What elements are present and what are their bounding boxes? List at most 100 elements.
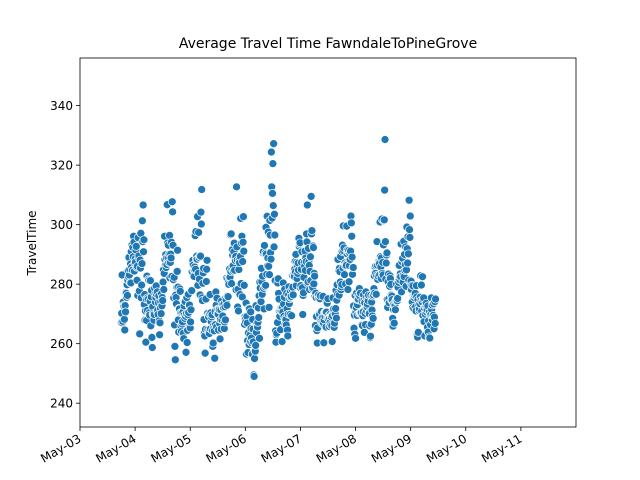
data-point bbox=[381, 237, 390, 246]
data-point bbox=[261, 281, 270, 290]
data-point bbox=[351, 333, 360, 343]
data-point bbox=[264, 303, 274, 312]
data-point bbox=[201, 277, 211, 286]
data-point bbox=[382, 248, 392, 258]
data-point bbox=[146, 276, 155, 285]
y-axis-title: TravelTime bbox=[25, 210, 39, 276]
data-point bbox=[264, 261, 274, 271]
data-point bbox=[380, 135, 390, 144]
data-point bbox=[431, 294, 440, 304]
data-point bbox=[348, 263, 358, 272]
data-point bbox=[393, 294, 402, 303]
data-point bbox=[265, 270, 274, 279]
data-point bbox=[239, 212, 248, 221]
data-point bbox=[200, 348, 210, 358]
data-point bbox=[405, 233, 415, 242]
data-point bbox=[147, 333, 157, 342]
data-point bbox=[210, 353, 220, 363]
data-point bbox=[226, 229, 236, 239]
data-point bbox=[379, 215, 389, 225]
data-point bbox=[249, 372, 259, 381]
data-point bbox=[137, 280, 146, 290]
data-point bbox=[182, 338, 192, 347]
data-point bbox=[298, 310, 308, 319]
data-point bbox=[194, 228, 203, 237]
data-point bbox=[250, 354, 259, 363]
data-point bbox=[172, 267, 182, 276]
data-point bbox=[173, 245, 182, 255]
data-point bbox=[366, 331, 375, 341]
data-point bbox=[186, 305, 196, 315]
data-point bbox=[368, 314, 378, 323]
data-point bbox=[283, 331, 293, 341]
data-point bbox=[120, 314, 129, 324]
data-point bbox=[237, 292, 247, 302]
data-point bbox=[181, 347, 191, 357]
data-point bbox=[306, 252, 315, 262]
data-point bbox=[215, 334, 225, 344]
data-point bbox=[202, 256, 212, 265]
data-point bbox=[306, 192, 316, 201]
data-point bbox=[166, 253, 176, 263]
data-point bbox=[340, 270, 349, 279]
data-point bbox=[260, 241, 269, 250]
chart-title: Average Travel Time FawndaleToPineGrove bbox=[179, 36, 477, 52]
data-point bbox=[413, 328, 423, 337]
data-point bbox=[269, 242, 279, 252]
data-point bbox=[196, 207, 206, 217]
data-point bbox=[232, 182, 241, 192]
data-point bbox=[123, 291, 132, 300]
data-point bbox=[222, 300, 232, 310]
data-point bbox=[131, 242, 141, 251]
data-point bbox=[270, 209, 279, 219]
data-point bbox=[239, 246, 249, 256]
data-point bbox=[155, 318, 165, 328]
data-point bbox=[332, 313, 341, 323]
data-point bbox=[238, 257, 247, 266]
data-point bbox=[425, 333, 435, 343]
y-axis: 240 260 280 300 320 340 bbox=[50, 99, 80, 411]
data-point bbox=[167, 197, 177, 207]
y-tick-label: 260 bbox=[50, 337, 73, 351]
data-point bbox=[319, 338, 329, 348]
data-point bbox=[381, 258, 391, 268]
data-point bbox=[277, 337, 287, 346]
data-point bbox=[170, 342, 180, 351]
data-point bbox=[254, 313, 264, 322]
data-point bbox=[196, 219, 206, 229]
data-point bbox=[175, 286, 185, 296]
data-point bbox=[268, 189, 277, 198]
data-point bbox=[371, 289, 381, 299]
data-point bbox=[168, 207, 177, 217]
data-point bbox=[234, 306, 243, 316]
data-point bbox=[309, 279, 319, 289]
data-point bbox=[158, 296, 168, 305]
data-point bbox=[269, 139, 278, 149]
data-point bbox=[141, 337, 151, 347]
y-tick-label: 300 bbox=[50, 218, 73, 232]
data-point bbox=[266, 254, 276, 264]
data-point bbox=[347, 231, 357, 241]
data-point bbox=[138, 216, 147, 226]
data-point bbox=[208, 338, 218, 348]
data-point bbox=[159, 285, 169, 294]
data-point bbox=[139, 235, 149, 245]
data-point bbox=[223, 292, 233, 302]
data-point bbox=[196, 251, 205, 261]
data-point bbox=[327, 337, 337, 346]
data-point bbox=[287, 311, 296, 321]
data-point bbox=[239, 281, 249, 290]
data-point bbox=[147, 343, 157, 352]
data-point bbox=[344, 277, 354, 287]
data-point bbox=[347, 218, 356, 228]
data-point bbox=[202, 264, 212, 274]
data-point bbox=[255, 333, 264, 343]
data-point bbox=[405, 225, 414, 235]
data-point bbox=[391, 305, 400, 315]
data-point bbox=[268, 201, 278, 210]
data-point bbox=[186, 317, 195, 327]
data-point bbox=[187, 286, 197, 296]
data-point bbox=[404, 249, 413, 259]
